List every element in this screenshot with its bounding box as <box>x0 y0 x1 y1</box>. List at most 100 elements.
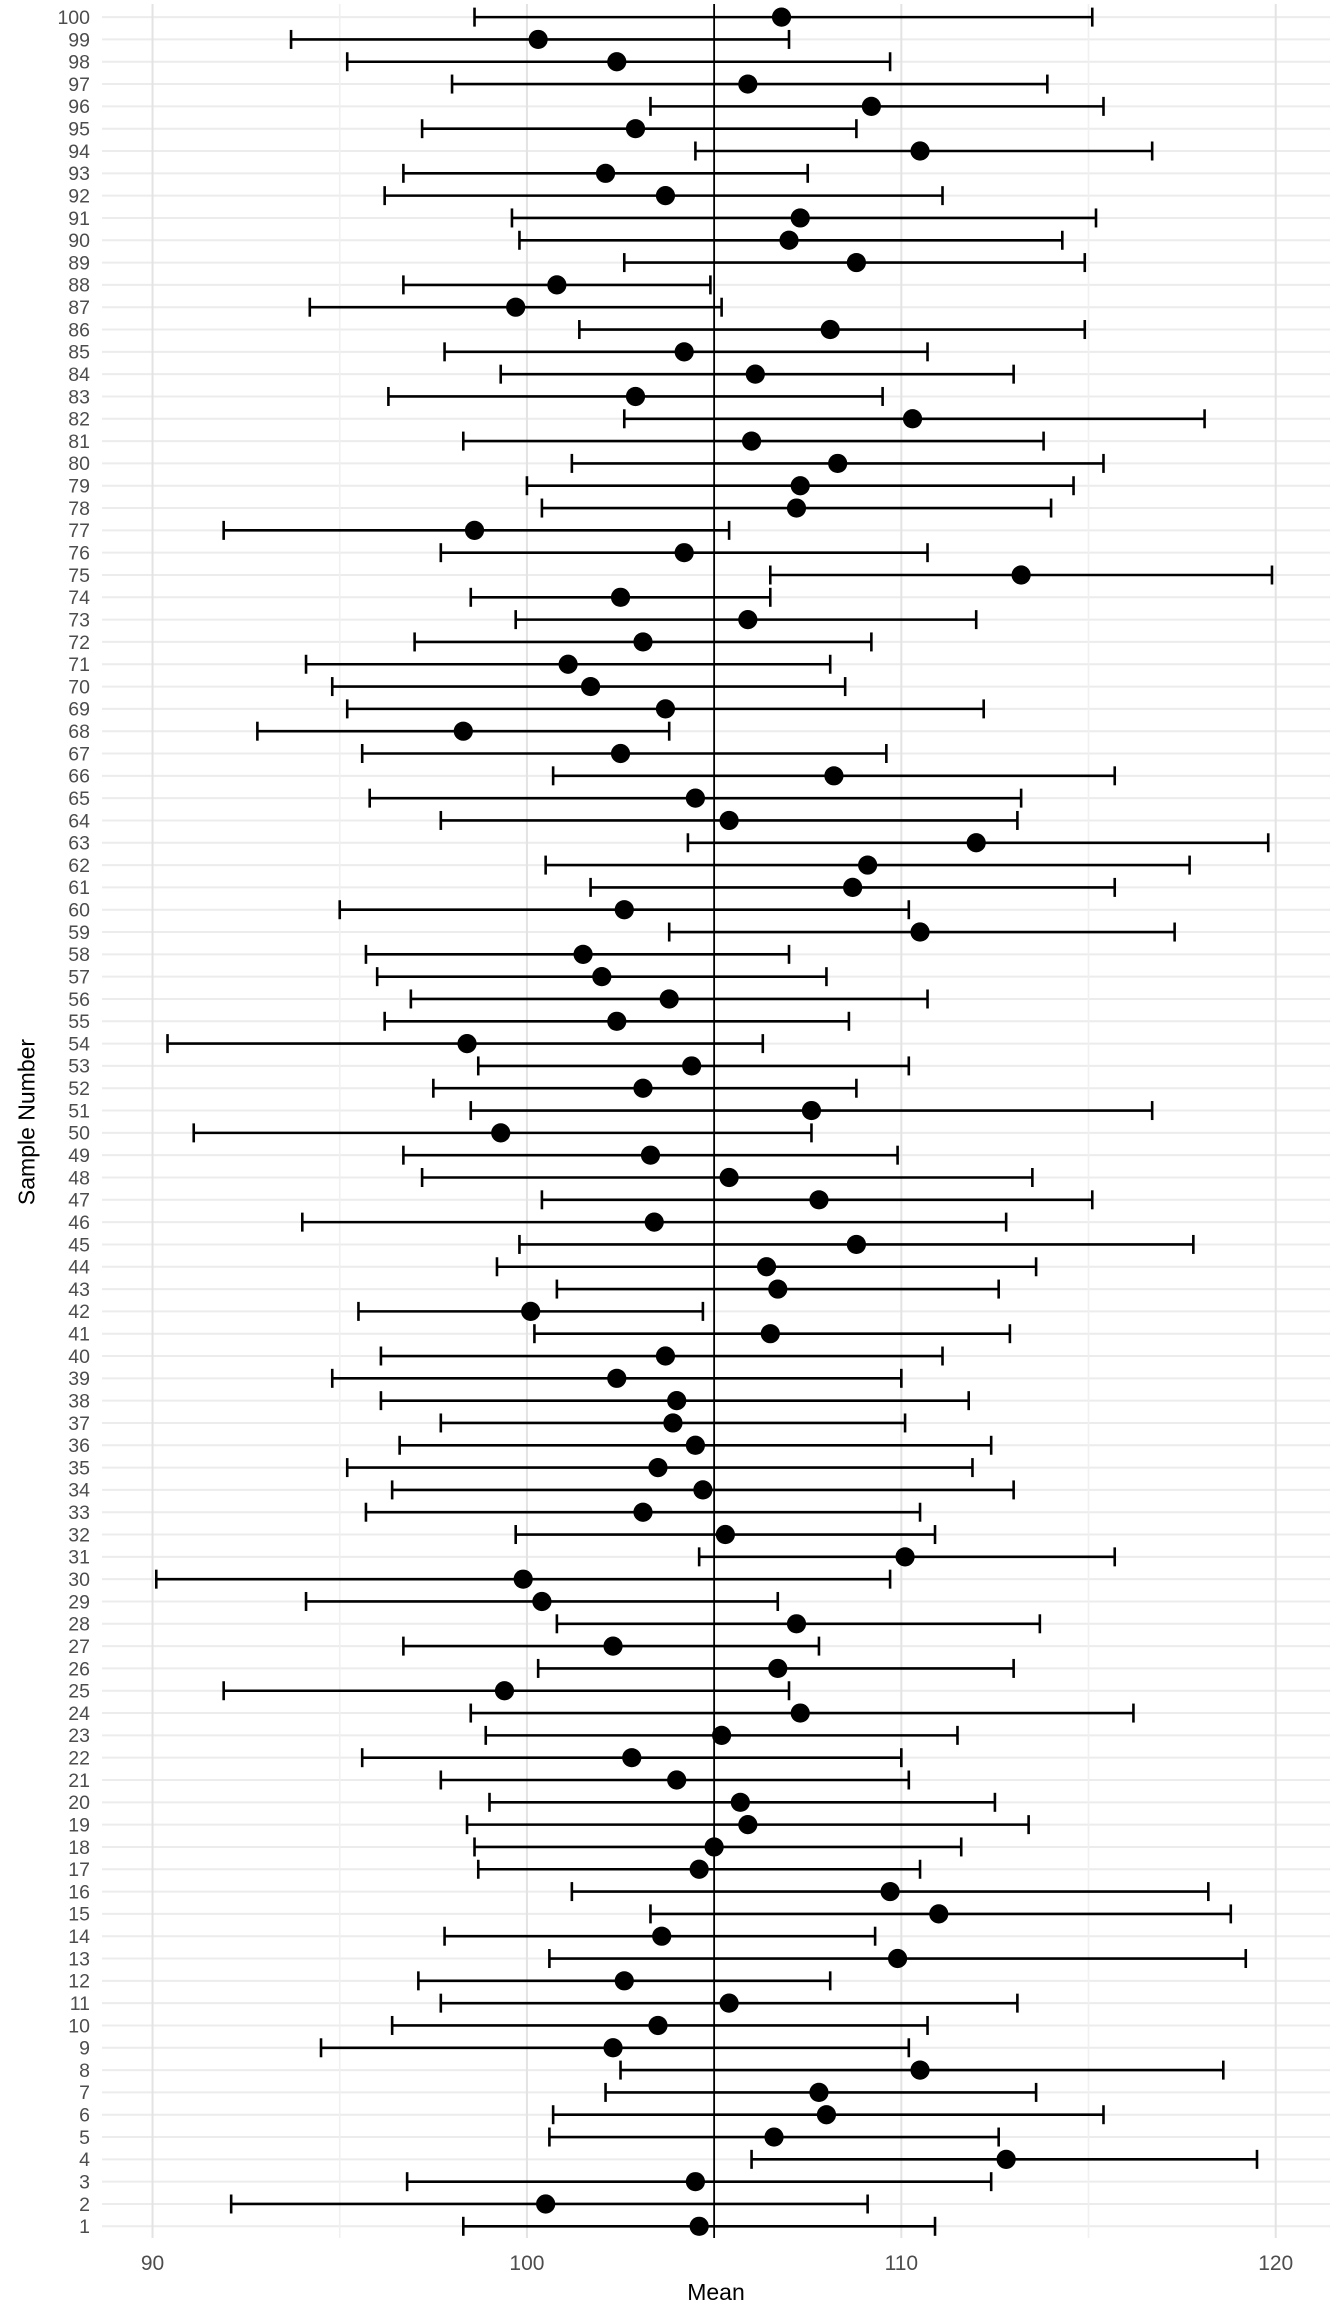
y-tick-label: 23 <box>68 1725 90 1747</box>
mean-point <box>607 52 627 72</box>
y-tick-label: 40 <box>68 1346 90 1368</box>
mean-point <box>719 810 739 831</box>
mean-point <box>771 7 792 27</box>
mean-point <box>745 364 765 384</box>
y-tick-label: 20 <box>68 1792 90 1814</box>
y-tick-label: 49 <box>68 1145 90 1167</box>
mean-point <box>580 676 601 697</box>
y-tick-label: 1 <box>79 2216 90 2238</box>
y-tick-label: 75 <box>68 565 90 587</box>
mean-point <box>685 1435 706 1455</box>
y-tick-label: 95 <box>68 119 90 141</box>
y-tick-label: 60 <box>68 900 90 922</box>
mean-point <box>453 721 473 741</box>
mean-point <box>828 453 848 474</box>
mean-point <box>655 186 676 206</box>
mean-point <box>704 1837 724 1857</box>
y-tick-label: 4 <box>79 2149 90 2171</box>
mean-point <box>689 1859 709 1879</box>
y-tick-label: 2 <box>79 2194 90 2216</box>
mean-point <box>625 386 646 407</box>
mean-point <box>764 2127 784 2147</box>
y-tick-label: 99 <box>68 29 90 51</box>
y-tick-label: 36 <box>68 1435 90 1457</box>
y-tick-label: 48 <box>68 1167 90 1189</box>
mean-point <box>902 409 923 429</box>
y-tick-label: 56 <box>68 989 90 1011</box>
y-tick-label: 17 <box>68 1859 90 1881</box>
mean-point <box>521 1301 541 1321</box>
y-tick-label: 35 <box>68 1457 90 1479</box>
mean-point <box>820 319 840 340</box>
y-axis-title: Sample Number <box>13 1038 40 1206</box>
y-tick-label: 80 <box>68 453 90 475</box>
y-tick-label: 19 <box>68 1814 90 1836</box>
mean-point <box>790 476 810 496</box>
mean-point <box>625 119 646 139</box>
mean-point <box>895 1547 915 1567</box>
y-tick-label: 65 <box>68 788 90 810</box>
mean-point <box>719 1993 739 2013</box>
mean-point <box>674 342 694 362</box>
mean-point <box>738 1815 758 1835</box>
y-tick-label: 83 <box>68 386 90 408</box>
y-tick-label: 68 <box>68 721 90 743</box>
y-tick-label: 31 <box>68 1547 90 1569</box>
mean-point <box>760 1324 780 1344</box>
mean-point <box>685 2172 706 2192</box>
mean-point <box>929 1904 949 1924</box>
mean-point <box>786 1614 807 1634</box>
y-tick-label: 44 <box>68 1257 90 1279</box>
mean-point <box>633 632 653 652</box>
y-tick-label: 9 <box>79 2038 90 2060</box>
y-tick-label: 5 <box>79 2127 90 2149</box>
y-tick-label: 29 <box>68 1591 90 1613</box>
y-tick-label: 76 <box>68 543 90 565</box>
mean-point <box>607 1368 627 1388</box>
mean-point <box>966 833 986 853</box>
y-tick-label: 98 <box>68 52 90 74</box>
y-tick-label: 92 <box>68 185 90 207</box>
x-tick-label: 100 <box>509 2252 544 2275</box>
mean-point <box>633 1502 653 1522</box>
mean-point <box>457 1034 477 1054</box>
x-tick-label: 110 <box>885 2252 918 2275</box>
mean-point <box>689 2216 709 2236</box>
mean-point <box>996 2149 1016 2169</box>
y-tick-label: 30 <box>68 1569 90 1591</box>
mean-point <box>648 2015 668 2036</box>
y-tick-label: 39 <box>68 1368 90 1390</box>
y-tick-label: 91 <box>68 208 90 230</box>
mean-point <box>786 498 807 518</box>
y-tick-label: 90 <box>68 230 90 252</box>
y-tick-label: 14 <box>68 1926 90 1948</box>
mean-point <box>655 1346 676 1366</box>
y-tick-label: 89 <box>68 252 90 274</box>
y-tick-label: 84 <box>68 364 90 386</box>
mean-point <box>506 297 526 317</box>
y-tick-label: 18 <box>68 1837 90 1859</box>
y-tick-label: 15 <box>68 1904 90 1926</box>
mean-point <box>633 1078 653 1098</box>
mean-point <box>858 855 878 875</box>
mean-point <box>464 520 485 540</box>
mean-point <box>768 1279 788 1299</box>
y-tick-label: 42 <box>68 1301 90 1323</box>
mean-point <box>558 654 578 674</box>
mean-point <box>655 699 676 719</box>
mean-point <box>532 1591 552 1612</box>
mean-point <box>547 275 567 295</box>
y-tick-label: 85 <box>68 342 90 364</box>
y-tick-label: 79 <box>68 476 90 498</box>
y-tick-label: 52 <box>68 1078 90 1100</box>
mean-point <box>536 2194 556 2214</box>
y-tick-label: 27 <box>68 1636 90 1658</box>
mean-point <box>880 1881 900 1902</box>
mean-point <box>861 96 881 116</box>
y-tick-label: 81 <box>68 431 90 453</box>
y-tick-label: 6 <box>79 2105 90 2127</box>
y-tick-label: 71 <box>68 654 90 676</box>
mean-point <box>715 1524 735 1545</box>
y-tick-label: 33 <box>68 1502 90 1524</box>
y-tick-label: 63 <box>68 833 90 855</box>
